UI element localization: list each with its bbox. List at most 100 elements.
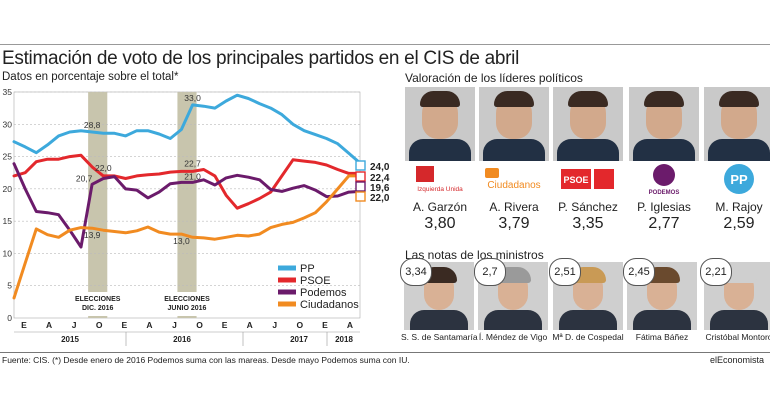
psoe-logo: PSOE xyxy=(553,161,623,197)
brand-name: elEconomista xyxy=(709,355,764,365)
election-band xyxy=(88,92,108,318)
leader-name: A. Garzón xyxy=(412,200,468,214)
series-line-psoe xyxy=(12,153,362,210)
legend-label: Podemos xyxy=(300,287,347,299)
year-label: 2016 xyxy=(173,335,191,344)
minister-name: Cristóbal Montoro xyxy=(705,332,770,342)
y-tick-label: 10 xyxy=(3,248,13,258)
leader-card: PP M. Rajoy 2,59 xyxy=(704,87,770,233)
minister-score-badge: 2,45 xyxy=(623,258,655,286)
election-label-bg xyxy=(167,292,207,316)
leader-score: 2,59 xyxy=(723,215,755,232)
minister-photo xyxy=(704,262,770,330)
minister-score-badge: 2,51 xyxy=(549,258,581,286)
x-tick-label: A xyxy=(247,320,253,330)
cs-logo: Ciudadanos xyxy=(479,161,549,197)
minister-card: 3,34 S. S. de Santamaría xyxy=(400,258,478,342)
end-marker-podemos xyxy=(355,181,366,192)
leader-card: PODEMOS P. Iglesias 2,77 xyxy=(629,87,699,233)
y-tick-label: 35 xyxy=(3,87,13,97)
end-value-label: 24,0 xyxy=(370,162,390,173)
election-label-bg xyxy=(78,292,118,316)
minister-card: 2,51 Mª D. de Cospedal xyxy=(549,258,627,342)
minister-name: Í. Méndez de Vigo xyxy=(478,332,548,342)
leader-photo xyxy=(704,87,770,161)
data-label: 28,8 xyxy=(84,120,101,130)
iu-logo: Izquierda Unida xyxy=(405,161,475,197)
x-tick-label: J xyxy=(172,320,177,330)
podemos-logo: PODEMOS xyxy=(629,161,699,197)
y-tick-label: 25 xyxy=(3,152,13,162)
series-line-pp xyxy=(12,93,362,165)
data-label: 13,9 xyxy=(84,230,101,240)
series-line-ciudadanos xyxy=(12,174,362,300)
data-label: 22,7 xyxy=(184,158,201,168)
leader-card: Ciudadanos A. Rivera 3,79 xyxy=(479,87,549,233)
minister-name: Mª D. de Cospedal xyxy=(552,332,624,342)
election-label: ELECCIONES xyxy=(75,296,121,303)
iu-logo-mark: Izquierda Unida xyxy=(416,166,463,193)
x-tick-label: A xyxy=(146,320,152,330)
data-label: 33,0 xyxy=(184,93,201,103)
leader-score: 3,79 xyxy=(498,215,530,232)
leader-score: 3,35 xyxy=(572,215,604,232)
end-marker-ciudadanos xyxy=(355,191,366,202)
x-tick-label: O xyxy=(297,320,304,330)
leaders-title: Valoración de los líderes políticos xyxy=(405,71,583,85)
year-label: 2015 xyxy=(61,335,79,344)
legend-label: PP xyxy=(300,263,315,275)
svg-text:PP: PP xyxy=(730,172,748,187)
x-tick-label: E xyxy=(21,320,27,330)
y-tick-label: 5 xyxy=(7,281,12,291)
y-tick-label: 20 xyxy=(3,184,13,194)
x-tick-label: O xyxy=(196,320,203,330)
end-marker-psoe xyxy=(355,171,366,182)
x-tick-label: A xyxy=(347,320,353,330)
minister-card: 2,45 Fátima Báñez xyxy=(623,258,701,342)
minister-name: Fátima Báñez xyxy=(635,332,689,342)
y-tick-label: 15 xyxy=(3,216,13,226)
leader-photo xyxy=(629,87,699,161)
svg-text:Ciudadanos: Ciudadanos xyxy=(487,180,540,191)
svg-text:PSOE: PSOE xyxy=(563,175,588,185)
footer-rule xyxy=(0,352,770,353)
svg-text:PODEMOS: PODEMOS xyxy=(649,190,680,196)
leader-photo xyxy=(553,87,623,161)
data-label: 13,0 xyxy=(173,236,190,246)
year-label: 2017 xyxy=(290,335,308,344)
leader-name: P. Iglesias xyxy=(637,200,691,214)
psoe-logo-mark: PSOE xyxy=(561,169,614,189)
minister-score-badge: 2,21 xyxy=(700,258,732,286)
vote-estimate-chart: ELECCIONES DIC. 2016 ELECCIONES JUNIO 2016 3… xyxy=(3,87,390,346)
pp-logo-mark: PP xyxy=(724,164,754,194)
year-label: 2018 xyxy=(335,335,353,344)
x-tick-label: E xyxy=(121,320,127,330)
election-label: ELECCIONES xyxy=(164,296,210,303)
minister-score-badge: 3,34 xyxy=(400,258,432,286)
minister-score-badge: 2,7 xyxy=(474,258,506,286)
minister-card: 2,7 Í. Méndez de Vigo xyxy=(474,258,552,342)
series-line-podemos xyxy=(12,162,362,249)
leader-photo xyxy=(479,87,549,161)
end-marker-pp xyxy=(355,160,366,171)
election-label: DIC. 2016 xyxy=(82,305,114,312)
minister-name: S. S. de Santamaría xyxy=(401,332,478,342)
svg-text:Izquierda Unida: Izquierda Unida xyxy=(417,186,463,193)
chart-subtitle: Datos en porcentaje sobre el total* xyxy=(2,71,179,83)
x-tick-label: O xyxy=(96,320,103,330)
x-tick-label: E xyxy=(222,320,228,330)
leader-name: A. Rivera xyxy=(489,200,539,214)
x-tick-label: J xyxy=(272,320,277,330)
leader-card: Izquierda Unida A. Garzón 3,80 xyxy=(405,87,475,233)
y-tick-label: 30 xyxy=(3,119,13,129)
leader-score: 3,80 xyxy=(424,215,456,232)
end-value-label: 19,6 xyxy=(370,183,390,194)
leader-score: 2,77 xyxy=(648,215,680,232)
y-tick-label: 0 xyxy=(7,313,12,323)
top-rule xyxy=(0,44,770,45)
source-note: Fuente: CIS. (*) Desde enero de 2016 Pod… xyxy=(2,355,410,365)
leader-name: P. Sánchez xyxy=(558,200,618,214)
data-label: 22,0 xyxy=(95,163,112,173)
minister-card: 2,21 Cristóbal Montoro xyxy=(700,258,770,342)
page-title: Estimación de voto de los principales pa… xyxy=(2,48,520,69)
